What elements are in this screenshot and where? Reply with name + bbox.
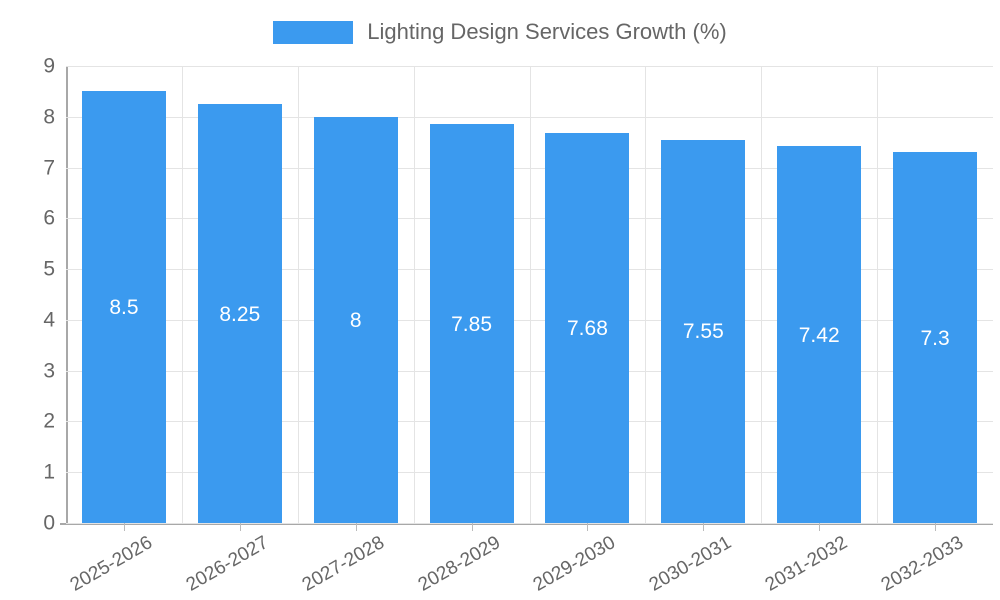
legend-swatch-lighting-design-services-growth[interactable]: [273, 20, 354, 44]
gridline-horizontal: [66, 116, 993, 118]
x-axis-tick-labels: 2025-2026 2026-2027 2027-2028 2028-2029 2029…: [66, 523, 993, 600]
gridline-vertical: [877, 66, 878, 523]
gridline-vertical: [645, 66, 646, 523]
y-axis-tick-label: 9: [43, 54, 55, 78]
gridline-horizontal: [66, 269, 993, 271]
bar[interactable]: 7.42: [777, 146, 862, 523]
x-axis-tick-label: 2029-2030: [530, 532, 620, 596]
x-axis-tick-mark: [819, 523, 820, 531]
plot-area: 8.5 8.25 8 7.85 7.68 7.55 7.42 7.3: [66, 66, 993, 524]
y-axis-tick-label: 8: [43, 105, 55, 129]
gridline-horizontal: [66, 472, 993, 474]
y-axis-tick-label: 5: [43, 257, 55, 281]
bar-series-lighting-design-services-growth: 8.5 8.25 8 7.85 7.68 7.55 7.42 7.3: [66, 66, 993, 523]
x-axis-tick-mark: [240, 523, 241, 531]
bar[interactable]: 7.55: [661, 139, 746, 523]
x-axis-tick-label: 2028-2029: [414, 532, 504, 596]
bar[interactable]: 8: [313, 116, 398, 523]
bar-value-label: 7.68: [567, 317, 608, 341]
bar-value-label: 8.25: [219, 302, 261, 326]
gridline-horizontal: [66, 66, 993, 67]
x-axis-tick-label: 2027-2028: [298, 532, 388, 596]
gridline-horizontal: [66, 370, 993, 372]
gridline-vertical: [298, 66, 299, 523]
gridline-vertical: [530, 66, 531, 523]
bar-value-label: 7.85: [451, 312, 492, 336]
gridline-vertical: [182, 66, 183, 523]
x-axis-tick-mark: [935, 523, 936, 531]
x-axis-tick-mark: [124, 523, 125, 531]
x-axis-tick-label: 2025-2026: [66, 532, 156, 596]
bar[interactable]: 8.5: [81, 91, 166, 523]
gridline-vertical: [414, 66, 415, 523]
gridline-horizontal: [66, 167, 993, 169]
x-axis-tick-label: 2031-2032: [761, 532, 852, 596]
x-axis-tick-label: 2026-2027: [182, 532, 272, 596]
bar[interactable]: 7.3: [893, 152, 978, 523]
y-axis-tick-label: 4: [43, 308, 55, 332]
y-axis-tick-label: 6: [43, 206, 55, 230]
gridline-horizontal: [66, 421, 993, 423]
legend-label-lighting-design-services-growth[interactable]: Lighting Design Services Growth (%): [367, 19, 727, 44]
bar-value-label: 7.55: [682, 320, 724, 344]
bar-value-label: 7.3: [920, 326, 950, 350]
bar[interactable]: 7.68: [545, 133, 630, 523]
x-axis-line: [60, 523, 993, 525]
y-axis-tick-label: 0: [43, 511, 55, 535]
x-axis-tick-mark: [703, 523, 704, 531]
bar-value-label: 7.42: [798, 323, 840, 347]
bar-value-label: 8.5: [109, 296, 139, 320]
x-axis-tick-mark: [472, 523, 473, 531]
bar[interactable]: 8.25: [197, 104, 282, 523]
x-axis-tick-label: 2032-2033: [877, 532, 968, 596]
chart-legend: Lighting Design Services Growth (%): [0, 12, 1000, 52]
y-axis-line: [66, 66, 68, 524]
x-axis-tick-mark: [356, 523, 357, 531]
gridline-horizontal: [66, 523, 993, 524]
y-axis-tick-labels: 0 1 2 3 4 5 6 7 8 9: [0, 56, 55, 534]
gridline-horizontal: [66, 319, 993, 321]
y-axis-tick-label: 7: [43, 156, 55, 180]
y-axis-tick-label: 3: [43, 359, 55, 383]
x-axis-tick-label: 2030-2031: [646, 532, 736, 596]
x-axis-tick-mark: [587, 523, 588, 531]
gridline-horizontal: [66, 218, 993, 220]
gridline-vertical: [761, 66, 762, 523]
bar-value-label: 8: [349, 308, 362, 332]
y-axis-tick-label: 2: [43, 409, 55, 433]
y-axis-tick-label: 1: [43, 460, 55, 484]
bar[interactable]: 7.85: [429, 124, 514, 523]
